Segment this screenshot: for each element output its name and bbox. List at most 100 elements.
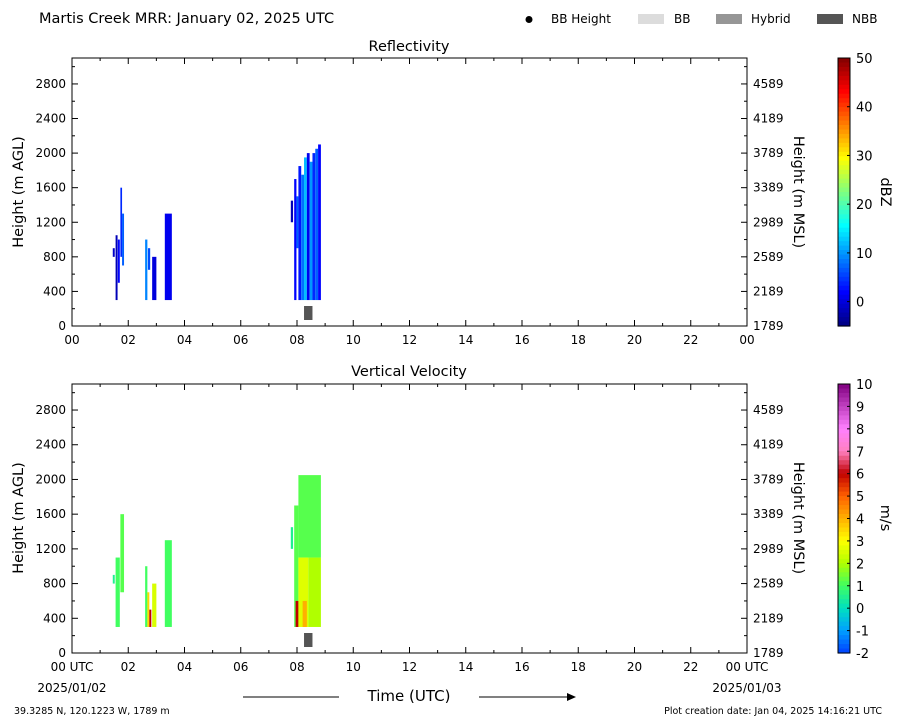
y-tick-label: 1200 [35,542,66,556]
colorbar-tick-label: 40 [856,101,873,116]
colorbar-segment [838,509,850,515]
xlabel-arrowhead-icon [567,693,576,701]
data-cell [298,557,309,627]
legend: BB Height BB Hybrid NBB [525,12,877,26]
colorbar-segment [838,120,850,126]
colorbar-segment [838,473,850,479]
colorbar-segment [838,259,850,265]
y-tick-label: 1600 [35,507,66,521]
colorbar-segment [838,554,850,560]
data-cell [301,174,305,301]
colorbar-segment [838,205,850,211]
colorbar-segment [838,572,850,578]
colorbar-segment [838,388,850,394]
colorbar-tick-label: 50 [856,52,873,67]
x-tick-label: 20 [627,660,642,674]
colorbar-segment [838,102,850,108]
data-cell [295,600,299,627]
data-cell [145,239,148,301]
colorbar-segment [838,567,850,573]
colorbar-segment [838,263,850,269]
colorbar-segment [838,617,850,623]
colorbar-segment [838,272,850,278]
footer-location: 39.3285 N, 120.1223 W, 1789 m [14,706,170,717]
x-tick-label: 20 [627,333,642,347]
y-tick-label: 0 [58,319,66,333]
colorbar-tick-label: 2 [856,557,864,572]
colorbar-segment [838,558,850,564]
colorbar-segment [838,626,850,632]
colorbar-segment [838,75,850,81]
data-cell [290,527,294,549]
x-tick-label: 10 [346,660,361,674]
data-cell [112,248,115,257]
colorbar-segment [838,433,850,439]
data-cell [115,557,120,627]
colorbar-segment [838,437,850,443]
colorbar-segment [838,594,850,600]
y-tick-label: 2400 [35,112,66,126]
colorbar-segment [838,232,850,238]
x-tick-label: 04 [177,660,192,674]
legend-bb-height-label: BB Height [551,12,611,26]
colorbar-segment [838,84,850,90]
colorbar-segment [838,80,850,86]
colorbar-segment [838,469,850,475]
reflectivity-ylabel-left: Height (m AGL) [11,136,27,248]
colorbar-segment [838,415,850,421]
data-cell [294,179,297,301]
colorbar-segment [838,590,850,596]
legend-nbb-label: NBB [852,12,877,26]
colorbar-segment [838,250,850,256]
colorbar-segment [838,446,850,452]
reflectivity-colorbar-label: dBZ [877,177,893,206]
colorbar-segment [838,98,850,104]
colorbar-segment [838,192,850,198]
colorbar-segment [838,62,850,68]
data-cell [112,574,115,584]
x-tick-label: 22 [683,333,698,347]
legend-nbb-symbol [817,14,843,24]
colorbar-segment [838,285,850,291]
vertical-velocity-bb-markers [304,633,313,647]
colorbar-segment [838,214,850,220]
colorbar-segment [838,621,850,627]
colorbar-segment [838,200,850,206]
data-cell [308,557,321,627]
colorbar-segment [838,460,850,466]
data-cell [147,248,151,270]
y-right-tick-label: 2189 [753,611,784,625]
legend-bb-symbol [638,14,664,24]
x-date-label-end: 2025/01/03 [712,681,781,695]
reflectivity-ylabel-right: Height (m MSL) [790,136,806,248]
colorbar-segment [838,245,850,251]
colorbar-tick-label: 10 [856,247,873,262]
y-tick-label: 2800 [35,77,66,91]
y-tick-label: 2800 [35,403,66,417]
colorbar-tick-label: 7 [856,445,864,460]
y-tick-label: 800 [43,577,66,591]
data-cell [318,144,321,301]
vertical-velocity-plot-frame [71,383,748,654]
colorbar-segment [838,496,850,502]
colorbar-segment [838,66,850,72]
y-right-tick-label: 2589 [753,250,784,264]
colorbar-segment [838,151,850,157]
colorbar-segment [838,107,850,113]
colorbar-segment [838,308,850,314]
x-date-label-start: 2025/01/02 [37,681,106,695]
y-right-tick-label: 4189 [753,112,784,126]
colorbar-segment [838,451,850,457]
y-right-tick-label: 2589 [753,577,784,591]
colorbar-segment [838,527,850,533]
y-right-tick-label: 2989 [753,542,784,556]
x-tick-label: 14 [458,660,473,674]
vertical-velocity-colorbar-label: m/s [877,505,893,532]
reflectivity-cells [112,144,321,301]
data-cell [164,540,172,627]
colorbar-segment [838,410,850,416]
colorbar-segment [838,482,850,488]
colorbar-segment [838,290,850,296]
